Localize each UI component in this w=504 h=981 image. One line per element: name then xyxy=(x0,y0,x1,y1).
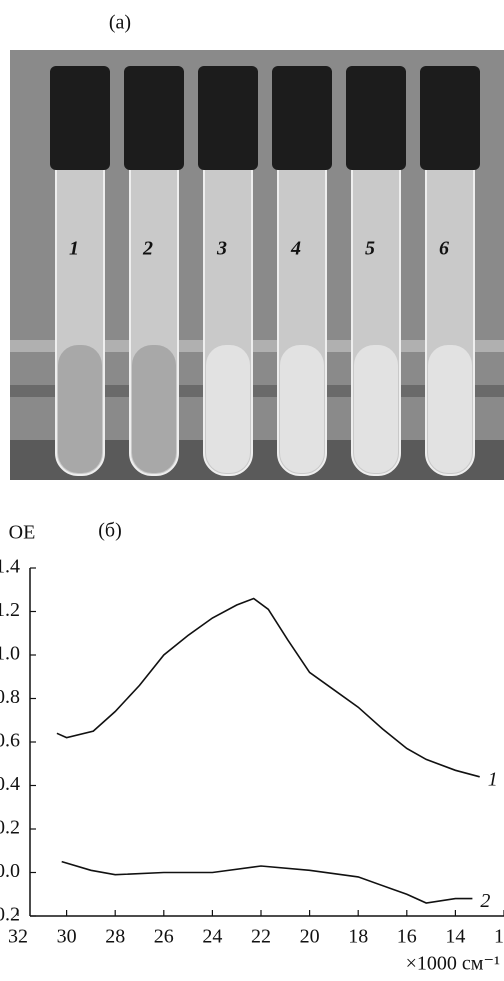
x-tick-label: 16 xyxy=(397,926,417,948)
panel-label: (a) xyxy=(109,12,131,34)
series-label: 1 xyxy=(488,768,498,790)
y-tick-label: 0.0 xyxy=(0,860,20,882)
x-tick-label: 32 xyxy=(8,926,28,948)
tube-liquid xyxy=(354,345,398,473)
data-line xyxy=(61,860,473,904)
y-tick-label: 0.2 xyxy=(0,817,20,839)
stopper xyxy=(272,66,332,170)
stopper xyxy=(50,66,110,170)
y-tick-label: 1.0 xyxy=(0,643,20,665)
tube-number: 2 xyxy=(142,238,153,260)
series-label: 2 xyxy=(480,890,490,912)
stopper xyxy=(124,66,184,170)
y-axis-label: OE xyxy=(9,522,36,544)
data-line xyxy=(56,597,480,778)
x-tick-label: 24 xyxy=(202,926,222,948)
x-tick-label: 30 xyxy=(57,926,77,948)
y-tick-label: 0.4 xyxy=(0,773,20,795)
stopper xyxy=(420,66,480,170)
y-tick-label: 1.4 xyxy=(0,556,20,578)
x-tick-label: 26 xyxy=(154,926,174,948)
y-tick-label: 0.6 xyxy=(0,730,20,752)
y-tick-label: 0.8 xyxy=(0,686,20,708)
x-tick-label: 18 xyxy=(348,926,368,948)
y-tick-label: –0.2 xyxy=(0,904,20,926)
tube-liquid xyxy=(58,345,102,473)
x-tick-label: 20 xyxy=(300,926,320,948)
tube-number: 1 xyxy=(69,238,79,260)
tube-liquid xyxy=(132,345,176,473)
x-axis-label: ×1000 см⁻¹ xyxy=(406,953,500,975)
tube-number: 3 xyxy=(216,238,227,260)
stopper xyxy=(198,66,258,170)
panel-label: (б) xyxy=(98,520,122,542)
tube-number: 5 xyxy=(365,238,375,260)
x-tick-label: 12 xyxy=(494,926,504,948)
x-tick-label: 28 xyxy=(105,926,125,948)
tube-liquid xyxy=(428,345,472,473)
stopper xyxy=(346,66,406,170)
x-tick-label: 22 xyxy=(251,926,271,948)
tube-liquid xyxy=(206,345,250,473)
tube-liquid xyxy=(280,345,324,473)
x-tick-label: 14 xyxy=(445,926,465,948)
tube-number: 6 xyxy=(439,238,449,260)
y-tick-label: 1.2 xyxy=(0,599,20,621)
tube-number: 4 xyxy=(290,238,301,260)
